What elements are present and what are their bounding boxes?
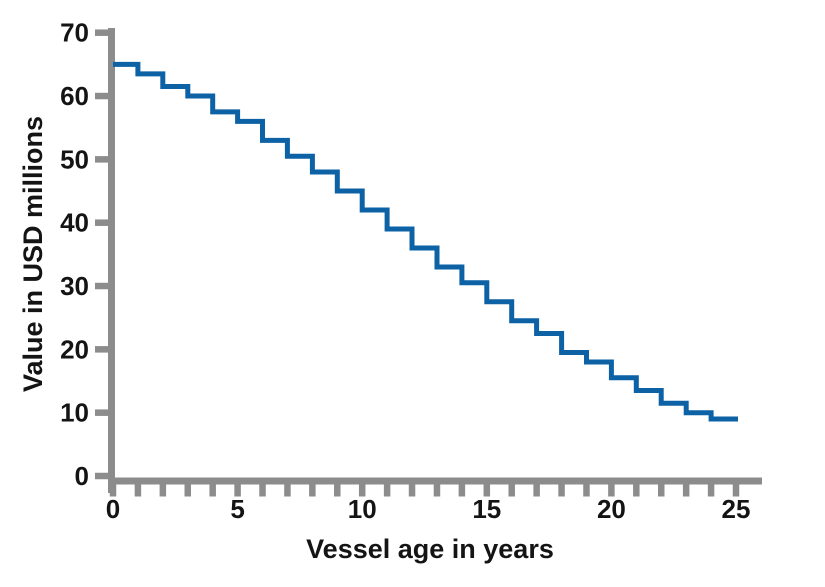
y-tick-label: 0 <box>75 461 89 491</box>
x-tick <box>259 484 266 497</box>
y-tick <box>95 282 108 290</box>
y-tick-label: 60 <box>60 81 89 111</box>
x-tick <box>408 484 416 497</box>
x-tick <box>508 484 515 497</box>
x-tick <box>583 484 590 497</box>
depreciation-step-line <box>113 61 738 422</box>
x-tick <box>433 484 441 497</box>
y-tick <box>95 472 108 480</box>
y-tick-label: 50 <box>60 144 89 174</box>
x-tick <box>383 484 391 497</box>
x-tick <box>633 484 640 497</box>
x-tick <box>657 484 665 497</box>
x-tick-label: 10 <box>348 494 377 524</box>
x-tick <box>234 484 241 497</box>
y-tick <box>95 346 108 353</box>
x-tick <box>309 484 316 497</box>
x-tick <box>334 484 341 497</box>
x-tick-label: 15 <box>472 494 501 524</box>
x-tick <box>732 484 740 497</box>
x-tick-label: 5 <box>230 494 244 524</box>
axes-layer: 0 10 20 30 40 50 60 70 0 5 10 15 20 25 <box>60 18 762 524</box>
x-tick <box>558 484 565 497</box>
x-tick <box>458 484 466 497</box>
x-axis-spine <box>108 477 762 485</box>
step-line-series <box>113 61 738 422</box>
y-tick <box>95 92 108 100</box>
x-tick-label: 0 <box>106 494 120 524</box>
y-tick <box>95 29 108 36</box>
x-tick <box>109 484 117 497</box>
y-tick-label: 40 <box>60 208 89 238</box>
y-tick <box>95 219 108 226</box>
x-axis-title: Vessel age in years <box>306 534 554 564</box>
x-tick <box>483 484 491 497</box>
x-tick <box>533 484 540 497</box>
y-axis-spine <box>108 28 115 493</box>
y-tick <box>95 156 108 163</box>
x-tick-label: 20 <box>597 494 626 524</box>
x-tick <box>184 484 192 497</box>
x-tick <box>134 484 142 497</box>
x-tick <box>608 484 615 497</box>
x-tick <box>682 484 690 497</box>
y-tick-label: 30 <box>60 271 89 301</box>
x-tick <box>284 484 291 497</box>
x-tick <box>209 484 216 497</box>
y-axis-title: Value in USD millions <box>18 116 48 392</box>
y-tick-label: 20 <box>60 334 89 364</box>
x-tick <box>159 484 167 497</box>
y-tick-label: 70 <box>60 18 89 48</box>
x-tick <box>707 484 715 497</box>
y-tick <box>95 409 108 416</box>
y-tick-label: 10 <box>60 398 89 428</box>
x-tick-label: 25 <box>722 494 751 524</box>
x-tick <box>358 484 366 497</box>
